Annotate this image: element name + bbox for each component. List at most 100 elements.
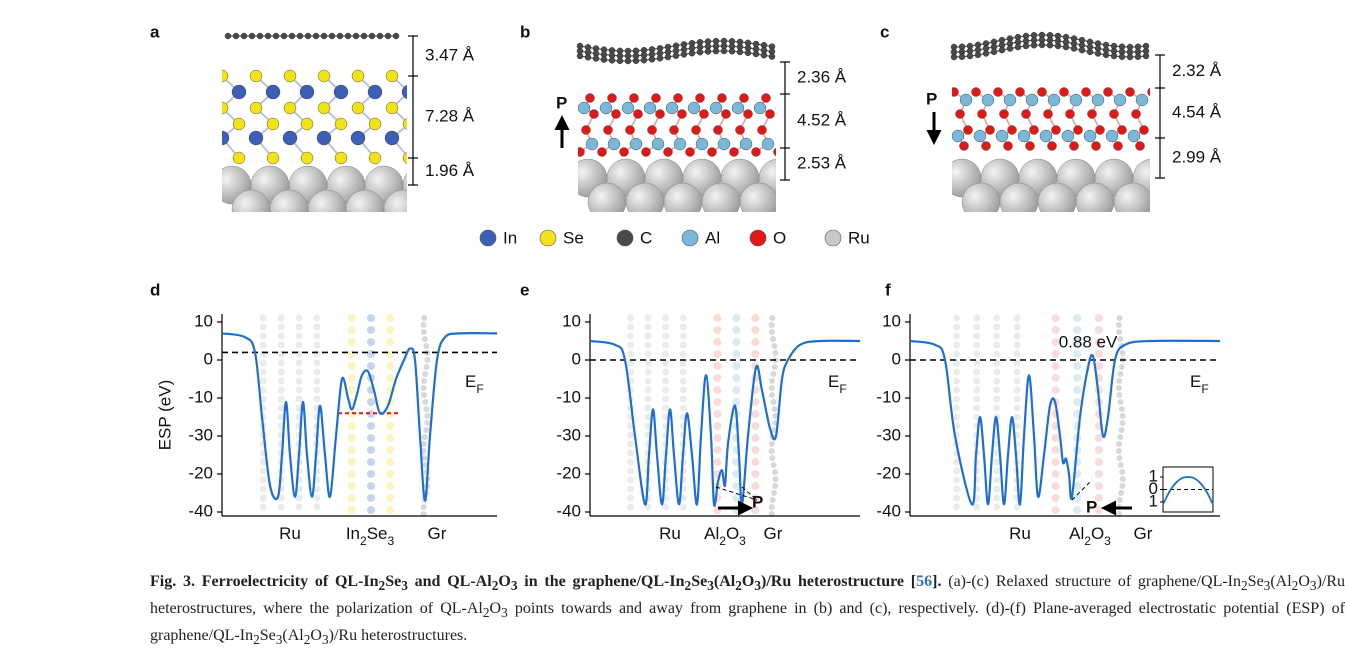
ru-column-atom [679,350,687,358]
c-atom [368,32,376,40]
slab-column-atom [1051,458,1060,466]
atom [402,152,407,164]
ru-column-atom [259,467,267,475]
slab-column-atom [386,446,395,454]
atom [385,101,399,115]
slab-column-atom [1094,434,1103,442]
ru-column-atom [993,494,1001,502]
c-atom [696,49,704,56]
ru-column-atom [259,314,267,322]
atom [282,130,298,146]
gr-column-atom [770,371,777,377]
atom [283,101,297,115]
figure: a 3.47 Å 7.28 Å 1.96 Å b 2.36 Å 4.52 Å 2.53 Å Pc… [150,22,1222,548]
bond [564,130,570,144]
slab-column-atom [1094,314,1103,322]
gr-column-atom [423,427,430,433]
caption-title-part: 3 [707,578,714,594]
ru-column-atom [313,377,321,385]
slab-column-atom [347,350,356,358]
c-atom [592,55,600,62]
ru-column-atom [259,332,267,340]
c-atom [982,50,990,57]
atom [350,130,366,146]
slab-column-atom [386,338,395,346]
caption-text-part: 3 [501,605,508,621]
slab-column-atom [732,338,741,346]
ru-atom [999,182,1039,212]
polarization-label: P [752,492,763,511]
atom [564,138,576,150]
atom [971,87,981,97]
ru-column-atom [953,359,960,367]
gr-column-atom [768,504,775,510]
distance-label: 2.53 Å [797,153,847,172]
fermi-label-part: E [465,372,476,391]
region-label-part: Ru [659,524,681,543]
ru-column-atom [679,395,687,403]
distance-label: 1.96 Å [425,161,475,180]
atom [963,125,973,135]
c-atom [760,52,768,59]
atom [930,130,942,142]
slab-column-atom [1073,506,1082,514]
ru-column-atom [295,395,303,403]
caption-ref[interactable]: 56 [916,573,933,590]
dash-guide [741,486,758,501]
atom [775,106,776,110]
c-atom [1078,46,1086,54]
ru-column-atom [259,494,267,502]
caption-title-part: Fig. 3. Ferroelectricity of QL-In [150,573,379,590]
ru-column-atom [277,332,285,340]
atom [222,130,230,146]
atom [721,109,731,119]
atom [1003,141,1013,151]
ru-column-atom [295,323,303,331]
slab-column-atom [713,458,722,466]
atom [334,117,348,131]
atom [1015,87,1025,97]
ru-column-atom [644,359,652,367]
ru-column-atom [953,503,960,511]
fermi-label-part: F [839,382,846,396]
c-atom [224,32,232,40]
atom [1029,125,1039,135]
atom [222,101,229,115]
slab-column-atom [1094,350,1103,358]
region-label: Ru [279,524,301,543]
atom [385,69,399,83]
ru-column-atom [1013,314,1021,322]
legend-marker [681,229,699,247]
atom [578,147,585,157]
ru-column-atom [313,314,321,322]
atom [677,109,687,119]
slab-column-atom [347,446,356,454]
ru-column-atom [295,386,303,394]
gr-column-atom [1118,406,1125,412]
caption-title-part: 3 [401,578,408,594]
c-atom [1094,50,1102,57]
esp-curve [221,332,498,502]
bond [558,144,570,152]
atom [1065,109,1075,119]
slab-column-atom [751,422,760,430]
y-tick-label: -20 [876,463,901,482]
slab-column-atom [386,506,395,514]
polarization-label: P [556,93,567,112]
slab-column-atom [732,374,741,382]
ru-column-atom [259,485,267,493]
c-atom [664,53,672,61]
ru-column-atom [277,341,285,349]
gr-column-atom [421,336,428,342]
panel-letter: b [520,22,530,41]
slab-column-atom [347,470,356,478]
ru-column-atom [679,404,687,412]
gr-column-atom [421,392,428,398]
slab-column-atom [1094,410,1103,418]
panel-letter: f [885,280,891,299]
c-atom [304,32,312,40]
slab-column-atom [751,326,760,334]
caption-text-part: (a)-(c) Relaxed structure of graphene/QL… [941,573,1241,590]
ru-column-atom [277,494,285,502]
ru-column-atom [295,368,303,376]
